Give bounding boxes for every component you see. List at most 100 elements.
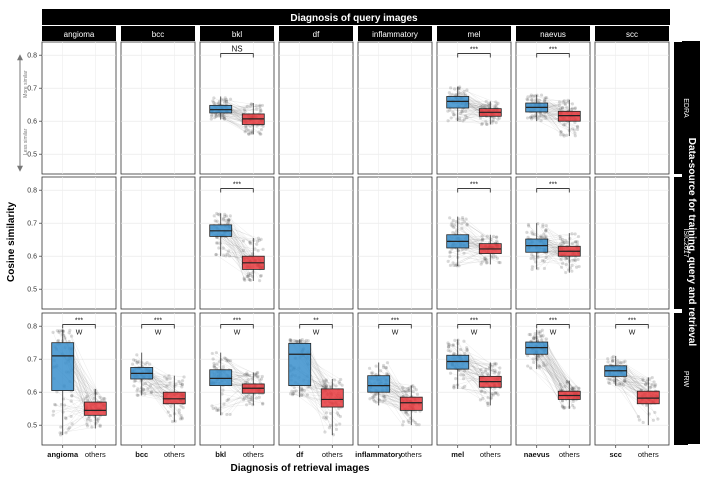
data-point <box>530 253 533 256</box>
data-point <box>243 277 246 280</box>
data-point <box>227 359 230 362</box>
data-point <box>411 384 414 387</box>
data-point <box>229 214 232 217</box>
data-point <box>622 361 625 364</box>
data-point <box>97 417 100 420</box>
data-point <box>222 365 225 368</box>
data-point <box>577 258 580 261</box>
data-point <box>451 261 454 264</box>
data-point <box>652 419 655 422</box>
data-point <box>496 102 499 105</box>
data-point <box>485 123 488 126</box>
data-point <box>290 339 293 342</box>
data-point <box>368 367 371 370</box>
data-point <box>368 397 371 400</box>
column-strip-label-mel: mel <box>468 30 481 39</box>
data-point <box>563 406 566 409</box>
data-point <box>611 356 614 359</box>
data-point <box>486 396 489 399</box>
data-point <box>454 377 457 380</box>
data-point <box>166 376 169 379</box>
data-point <box>90 426 93 429</box>
data-point <box>529 257 532 260</box>
column-strip-label-df: df <box>313 30 320 39</box>
data-point <box>132 358 135 361</box>
data-point <box>545 337 548 340</box>
data-point <box>486 235 489 238</box>
data-point <box>57 339 60 342</box>
data-point <box>169 377 172 380</box>
data-point <box>453 87 456 90</box>
data-point <box>255 243 258 246</box>
significance-label: *** <box>233 182 241 189</box>
data-point <box>480 390 483 393</box>
data-point <box>453 339 456 342</box>
data-point <box>372 398 375 401</box>
data-point <box>247 396 250 399</box>
data-point <box>255 107 258 110</box>
data-point <box>169 405 172 408</box>
data-point <box>217 246 220 249</box>
data-point <box>414 421 417 424</box>
data-point <box>261 104 264 107</box>
data-point <box>407 389 410 392</box>
data-point <box>135 389 138 392</box>
panels-layer: 0.50.60.70.80.50.60.70.80.50.60.70.8More… <box>17 42 669 459</box>
data-point <box>449 264 452 267</box>
data-point <box>646 378 649 381</box>
data-point <box>532 361 535 364</box>
box-others <box>400 397 422 410</box>
data-point <box>300 389 303 392</box>
data-point <box>607 381 610 384</box>
data-point <box>576 125 579 128</box>
data-point <box>559 108 562 111</box>
x-tick-label-bcc: bcc <box>135 450 148 459</box>
data-point <box>462 377 465 380</box>
data-point <box>606 377 609 380</box>
data-point <box>479 368 482 371</box>
data-point <box>135 361 138 364</box>
data-point <box>103 397 106 400</box>
y-tick-label: 0.7 <box>27 221 37 228</box>
x-tick-label-others: others <box>559 450 580 459</box>
data-point <box>51 331 54 334</box>
data-point <box>293 390 296 393</box>
data-point <box>573 406 576 409</box>
data-point <box>465 218 468 221</box>
box-others <box>163 392 185 404</box>
data-point <box>448 216 451 219</box>
test-label: W <box>471 330 478 337</box>
data-point <box>563 134 566 137</box>
data-point <box>249 398 252 401</box>
data-point <box>222 254 225 257</box>
panel-EDRA-angioma <box>42 42 116 174</box>
panel-EDRA-inflammatory <box>358 42 432 174</box>
data-point <box>449 251 452 254</box>
significance-label: *** <box>391 318 399 325</box>
data-point <box>301 338 304 341</box>
x-tick-label-mel: mel <box>451 450 464 459</box>
data-point <box>243 108 246 111</box>
x-tick-label-scc: scc <box>609 450 622 459</box>
data-point <box>452 386 455 389</box>
data-point <box>258 279 261 282</box>
data-point <box>64 416 67 419</box>
data-point <box>335 428 338 431</box>
box-same <box>447 96 469 108</box>
significance-label: *** <box>75 318 83 325</box>
data-point <box>574 240 577 243</box>
data-point <box>480 123 483 126</box>
test-label: W <box>155 330 162 337</box>
y-tick-label: 0.5 <box>27 423 37 430</box>
data-point <box>99 424 102 427</box>
x-tick-label-others: others <box>322 450 343 459</box>
data-point <box>653 384 656 387</box>
data-point <box>606 360 609 363</box>
data-point <box>259 275 262 278</box>
significance-label: *** <box>628 318 636 325</box>
data-point <box>447 345 450 348</box>
right-strip-label: Data-source for training, query and retr… <box>686 138 697 347</box>
test-label: W <box>629 330 636 337</box>
data-point <box>100 399 103 402</box>
box-others <box>321 389 343 407</box>
